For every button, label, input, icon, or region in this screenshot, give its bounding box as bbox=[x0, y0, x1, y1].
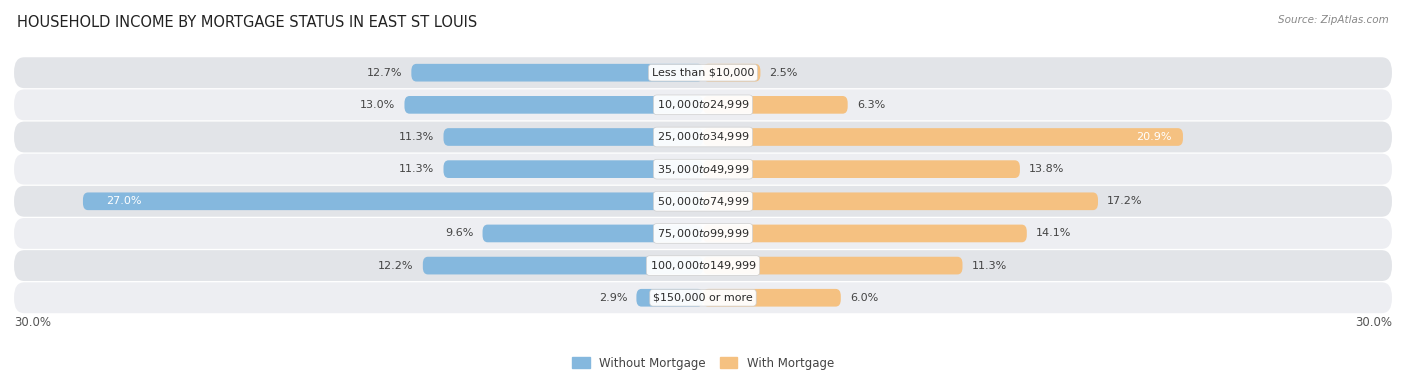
FancyBboxPatch shape bbox=[14, 218, 1392, 249]
FancyBboxPatch shape bbox=[14, 154, 1392, 184]
Text: $35,000 to $49,999: $35,000 to $49,999 bbox=[657, 163, 749, 176]
Text: $75,000 to $99,999: $75,000 to $99,999 bbox=[657, 227, 749, 240]
Text: $100,000 to $149,999: $100,000 to $149,999 bbox=[650, 259, 756, 272]
Text: 12.7%: 12.7% bbox=[367, 68, 402, 78]
FancyBboxPatch shape bbox=[14, 250, 1392, 281]
Text: 14.1%: 14.1% bbox=[1036, 228, 1071, 239]
FancyBboxPatch shape bbox=[637, 289, 703, 307]
FancyBboxPatch shape bbox=[703, 192, 1098, 210]
FancyBboxPatch shape bbox=[482, 225, 703, 242]
FancyBboxPatch shape bbox=[443, 160, 703, 178]
Text: $25,000 to $34,999: $25,000 to $34,999 bbox=[657, 130, 749, 144]
Text: 17.2%: 17.2% bbox=[1107, 196, 1143, 206]
FancyBboxPatch shape bbox=[405, 96, 703, 114]
FancyBboxPatch shape bbox=[703, 64, 761, 82]
Text: 11.3%: 11.3% bbox=[399, 164, 434, 174]
Legend: Without Mortgage, With Mortgage: Without Mortgage, With Mortgage bbox=[572, 356, 834, 370]
Text: 30.0%: 30.0% bbox=[14, 316, 51, 329]
Text: 11.3%: 11.3% bbox=[972, 260, 1007, 271]
Text: 2.9%: 2.9% bbox=[599, 293, 627, 303]
Text: 9.6%: 9.6% bbox=[444, 228, 474, 239]
FancyBboxPatch shape bbox=[703, 289, 841, 307]
Text: $150,000 or more: $150,000 or more bbox=[654, 293, 752, 303]
FancyBboxPatch shape bbox=[703, 96, 848, 114]
Text: HOUSEHOLD INCOME BY MORTGAGE STATUS IN EAST ST LOUIS: HOUSEHOLD INCOME BY MORTGAGE STATUS IN E… bbox=[17, 15, 477, 30]
Text: 20.9%: 20.9% bbox=[1136, 132, 1171, 142]
FancyBboxPatch shape bbox=[83, 192, 703, 210]
FancyBboxPatch shape bbox=[423, 257, 703, 274]
Text: 6.0%: 6.0% bbox=[851, 293, 879, 303]
FancyBboxPatch shape bbox=[703, 225, 1026, 242]
Text: $50,000 to $74,999: $50,000 to $74,999 bbox=[657, 195, 749, 208]
Text: 6.3%: 6.3% bbox=[856, 100, 886, 110]
FancyBboxPatch shape bbox=[703, 128, 1182, 146]
Text: 11.3%: 11.3% bbox=[399, 132, 434, 142]
FancyBboxPatch shape bbox=[14, 122, 1392, 152]
FancyBboxPatch shape bbox=[14, 57, 1392, 88]
FancyBboxPatch shape bbox=[703, 160, 1019, 178]
Text: 13.0%: 13.0% bbox=[360, 100, 395, 110]
FancyBboxPatch shape bbox=[443, 128, 703, 146]
FancyBboxPatch shape bbox=[703, 257, 963, 274]
Text: $10,000 to $24,999: $10,000 to $24,999 bbox=[657, 98, 749, 112]
Text: 30.0%: 30.0% bbox=[1355, 316, 1392, 329]
Text: Less than $10,000: Less than $10,000 bbox=[652, 68, 754, 78]
Text: 13.8%: 13.8% bbox=[1029, 164, 1064, 174]
FancyBboxPatch shape bbox=[14, 186, 1392, 217]
Text: Source: ZipAtlas.com: Source: ZipAtlas.com bbox=[1278, 15, 1389, 25]
FancyBboxPatch shape bbox=[412, 64, 703, 82]
Text: 27.0%: 27.0% bbox=[105, 196, 142, 206]
Text: 2.5%: 2.5% bbox=[769, 68, 799, 78]
Text: 12.2%: 12.2% bbox=[378, 260, 413, 271]
FancyBboxPatch shape bbox=[14, 90, 1392, 120]
FancyBboxPatch shape bbox=[14, 282, 1392, 313]
